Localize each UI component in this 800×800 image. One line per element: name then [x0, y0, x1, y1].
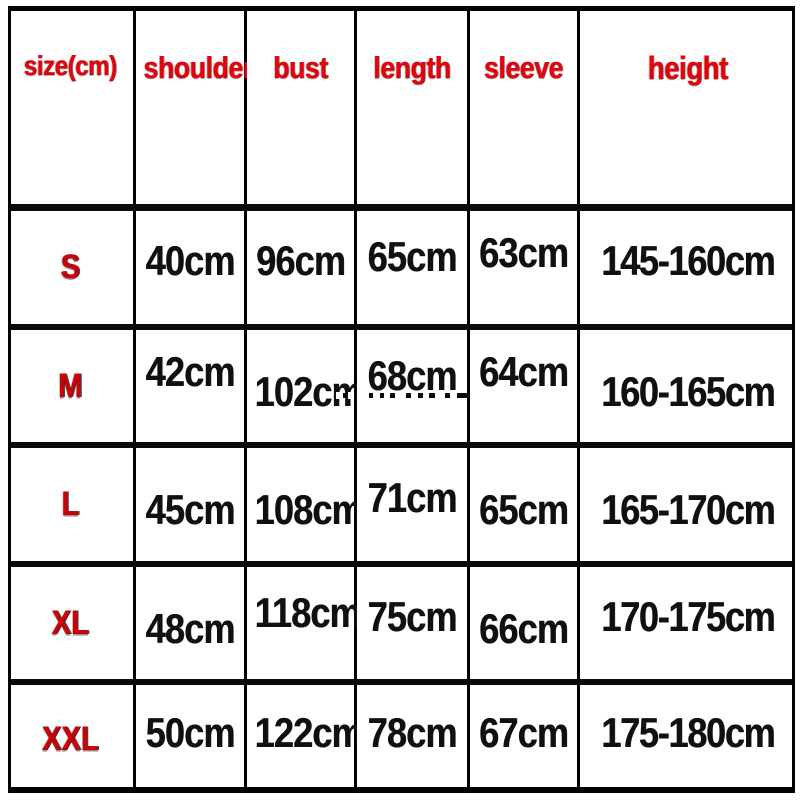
value-length: 75cm [367, 592, 457, 640]
column-header-size-label: size(cm) [23, 50, 117, 81]
value-height: 160-165cm [600, 367, 775, 415]
value-length: 68cm [367, 351, 457, 399]
size-label-l: L [61, 485, 80, 524]
value-bust: 118cm [253, 588, 361, 636]
size-chart-table: size(cm) shoulder bust length sleeve hei… [8, 6, 795, 793]
cell-size: XXL [8, 681, 136, 793]
column-header-length: length [355, 6, 470, 211]
cell-shoulder: 48cm [134, 563, 247, 685]
cell-height: 165-170cm [578, 445, 795, 567]
value-shoulder: 45cm [145, 486, 235, 534]
value-shoulder: 48cm [145, 604, 235, 652]
value-sleeve: 65cm [478, 486, 569, 534]
value-height: 175-180cm [600, 708, 775, 756]
cell-bust: 108cm [245, 445, 363, 567]
cell-size: M [8, 326, 136, 449]
column-header-shoulder: shoulder [134, 6, 253, 211]
value-shoulder: 42cm [145, 347, 235, 395]
cell-length: 75cm [355, 563, 470, 685]
cell-length: 65cm [355, 207, 470, 330]
cell-length: 78cm [355, 681, 470, 793]
value-shoulder: 40cm [145, 237, 235, 285]
value-bust: 96cm [255, 237, 346, 285]
table-row: M 42cm 102cm 68cm 64cm 160-165cm [8, 326, 795, 449]
value-sleeve: 67cm [478, 708, 569, 756]
value-height: 145-160cm [600, 237, 775, 285]
table-row: XL 48cm 118cm 75cm 66cm 170-175cm [8, 563, 795, 685]
column-header-shoulder-label: shoulder [143, 50, 253, 85]
cell-sleeve: 63cm [468, 207, 580, 330]
cell-bust: 122cm [245, 681, 363, 793]
table-row: S 40cm 96cm 65cm 63cm 145-160cm [8, 207, 795, 330]
cell-bust: 118cm [245, 563, 361, 685]
cell-length: 71cm [355, 445, 470, 567]
value-height: 170-175cm [600, 592, 775, 640]
cell-length: 68cm [355, 326, 470, 449]
value-sleeve: 63cm [478, 229, 569, 277]
cell-size: XL [8, 563, 136, 685]
value-length: 71cm [367, 474, 457, 522]
column-header-sleeve: sleeve [468, 6, 580, 211]
cell-height: 145-160cm [578, 207, 795, 330]
value-bust: 122cm [253, 708, 363, 756]
cell-height: 170-175cm [578, 563, 795, 685]
table-row: XXL 50cm 122cm 78cm 67cm 175-180cm [8, 681, 795, 793]
column-header-height-label: height [647, 50, 728, 86]
cell-size: S [8, 207, 136, 330]
column-header-length-label: length [372, 50, 451, 85]
value-length: 65cm [367, 233, 457, 281]
size-label-xxl: XXL [41, 719, 99, 758]
value-sleeve: 64cm [478, 347, 569, 395]
column-header-bust: bust [245, 6, 357, 211]
value-bust: 108cm [253, 486, 363, 534]
size-label-xl: XL [51, 603, 89, 642]
value-sleeve: 66cm [478, 604, 569, 652]
cell-sleeve: 66cm [468, 563, 580, 685]
table-row: L 45cm 108cm 71cm 65cm 165-170cm [8, 445, 795, 567]
column-header-bust-label: bust [272, 50, 328, 85]
column-header-size: size(cm) [8, 6, 136, 211]
cell-shoulder: 40cm [134, 207, 247, 330]
cell-height: 175-180cm [578, 681, 795, 793]
cell-shoulder: 45cm [134, 445, 247, 567]
value-bust: 102cm [253, 367, 363, 415]
cell-sleeve: 67cm [468, 681, 580, 793]
cell-sleeve: 65cm [468, 445, 580, 567]
value-height: 165-170cm [600, 486, 775, 534]
cell-bust: 102cm [245, 326, 363, 449]
cell-sleeve: 64cm [468, 326, 580, 449]
column-header-height: height [578, 6, 795, 211]
cell-height: 160-165cm [578, 326, 795, 449]
cell-shoulder: 50cm [134, 681, 247, 793]
value-length: 78cm [367, 708, 457, 756]
column-header-sleeve-label: sleeve [483, 50, 563, 85]
size-label-s: S [60, 248, 81, 287]
cell-size: L [8, 445, 136, 567]
cell-bust: 96cm [245, 207, 357, 330]
value-shoulder: 50cm [145, 708, 235, 756]
table-header-row: size(cm) shoulder bust length sleeve hei… [8, 6, 795, 211]
size-label-m: M [58, 366, 83, 405]
cell-shoulder: 42cm [134, 326, 247, 449]
